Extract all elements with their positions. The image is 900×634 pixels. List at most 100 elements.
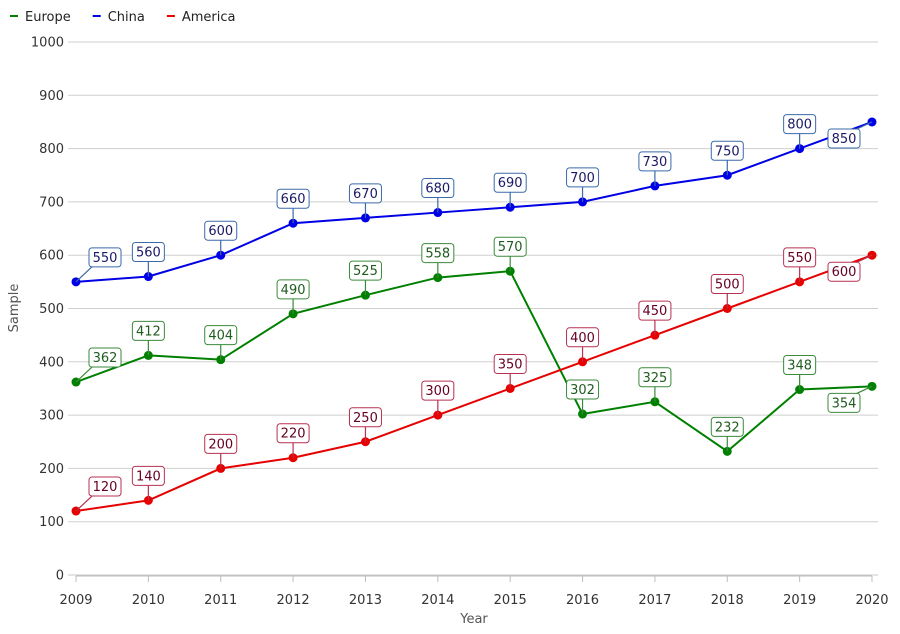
label-box	[348, 407, 382, 428]
series-line	[75, 254, 873, 513]
label-box	[131, 320, 165, 341]
x-tick-label: 2018	[711, 593, 744, 608]
data-label-text: 550	[93, 251, 118, 266]
y-tick-label: 400	[39, 355, 64, 370]
label-box	[827, 128, 861, 149]
data-label-text: 558	[425, 247, 450, 262]
series-layer	[71, 117, 877, 516]
data-label: 600	[827, 254, 873, 282]
x-tick-label: 2009	[59, 593, 92, 608]
data-label: 800	[783, 114, 817, 149]
label-box	[566, 327, 600, 348]
y-tick-label: 100	[39, 515, 64, 530]
data-labels: 362 412 404 490 525 558 570 302 325 232 348 354 550 5…	[75, 114, 873, 512]
data-label-text: 560	[136, 246, 161, 261]
x-tick-label: 2011	[204, 593, 237, 608]
data-label: 570	[493, 236, 527, 272]
data-label-text: 348	[787, 359, 812, 374]
data-label: 302	[566, 379, 600, 415]
label-box	[421, 243, 455, 264]
data-label-text: 250	[353, 411, 378, 426]
label-box	[276, 423, 310, 444]
x-tick-label: 2012	[277, 593, 310, 608]
data-label: 325	[638, 367, 672, 402]
data-label: 400	[566, 327, 600, 362]
data-label: 354	[827, 385, 873, 413]
series-line	[75, 121, 873, 283]
label-box	[566, 167, 600, 188]
data-label-text: 600	[208, 224, 233, 239]
data-label-text: 400	[570, 331, 595, 346]
data-label-text: 450	[642, 304, 667, 319]
data-label: 350	[493, 353, 527, 389]
data-label-text: 120	[93, 480, 118, 495]
data-label-text: 500	[715, 278, 740, 293]
data-label-text: 700	[570, 171, 595, 186]
data-label: 730	[638, 151, 672, 186]
data-label-text: 362	[93, 351, 118, 366]
data-label-text: 354	[832, 396, 857, 411]
data-label: 600	[204, 220, 238, 256]
data-label-text: 670	[353, 187, 378, 202]
label-leader	[75, 266, 93, 283]
data-label-text: 220	[281, 427, 306, 442]
y-tick-label: 700	[39, 195, 64, 210]
label-leader	[856, 385, 873, 394]
data-label: 550	[75, 247, 122, 283]
data-point	[216, 250, 226, 260]
data-label-text: 404	[208, 329, 233, 344]
data-label: 250	[348, 407, 382, 442]
data-label-text: 232	[715, 420, 740, 435]
data-label: 558	[421, 243, 455, 278]
label-box	[276, 279, 310, 300]
label-box	[638, 300, 672, 321]
data-label-text: 750	[715, 144, 740, 159]
label-box	[348, 260, 382, 281]
label-box	[493, 172, 527, 193]
x-tick-label: 2010	[132, 593, 165, 608]
y-axis-title: Sample	[7, 284, 22, 333]
data-label: 450	[638, 300, 672, 336]
data-label-text: 525	[353, 264, 378, 279]
label-box	[204, 220, 238, 241]
label-box	[783, 114, 817, 135]
x-tick-label: 2015	[494, 593, 527, 608]
y-tick-label: 800	[39, 142, 64, 157]
data-label-text: 850	[832, 132, 857, 147]
data-label: 140	[131, 465, 165, 501]
data-label-text: 550	[787, 251, 812, 266]
data-label: 362	[75, 347, 122, 383]
data-label: 750	[710, 140, 744, 176]
data-label: 232	[710, 416, 744, 452]
data-label: 660	[276, 188, 310, 224]
label-leader	[75, 366, 93, 383]
label-box	[493, 353, 527, 374]
data-label-text: 325	[642, 371, 667, 386]
label-box	[421, 380, 455, 401]
data-label-text: 680	[425, 182, 450, 197]
label-box	[638, 367, 672, 388]
data-label: 200	[204, 433, 238, 469]
x-axis-title: Year	[459, 612, 488, 627]
axes: Year Sample 0 100 200 300 400 500 600 700 800 900…	[7, 36, 889, 628]
y-tick-label: 900	[39, 89, 64, 104]
label-box	[783, 355, 817, 376]
data-label-text: 302	[570, 383, 595, 398]
data-label: 680	[421, 178, 455, 213]
data-label-text: 350	[498, 357, 523, 372]
data-label: 120	[75, 476, 122, 512]
series-line	[75, 270, 873, 453]
label-leader	[856, 254, 873, 263]
data-label-text: 412	[136, 324, 161, 339]
data-label: 550	[783, 247, 817, 282]
data-label: 404	[204, 325, 238, 360]
label-box	[493, 236, 527, 257]
label-box	[827, 261, 861, 282]
data-label: 690	[493, 172, 527, 208]
label-box	[88, 476, 122, 497]
x-tick-label: 2020	[855, 593, 888, 608]
data-label: 670	[348, 183, 382, 218]
label-leader	[856, 121, 873, 130]
